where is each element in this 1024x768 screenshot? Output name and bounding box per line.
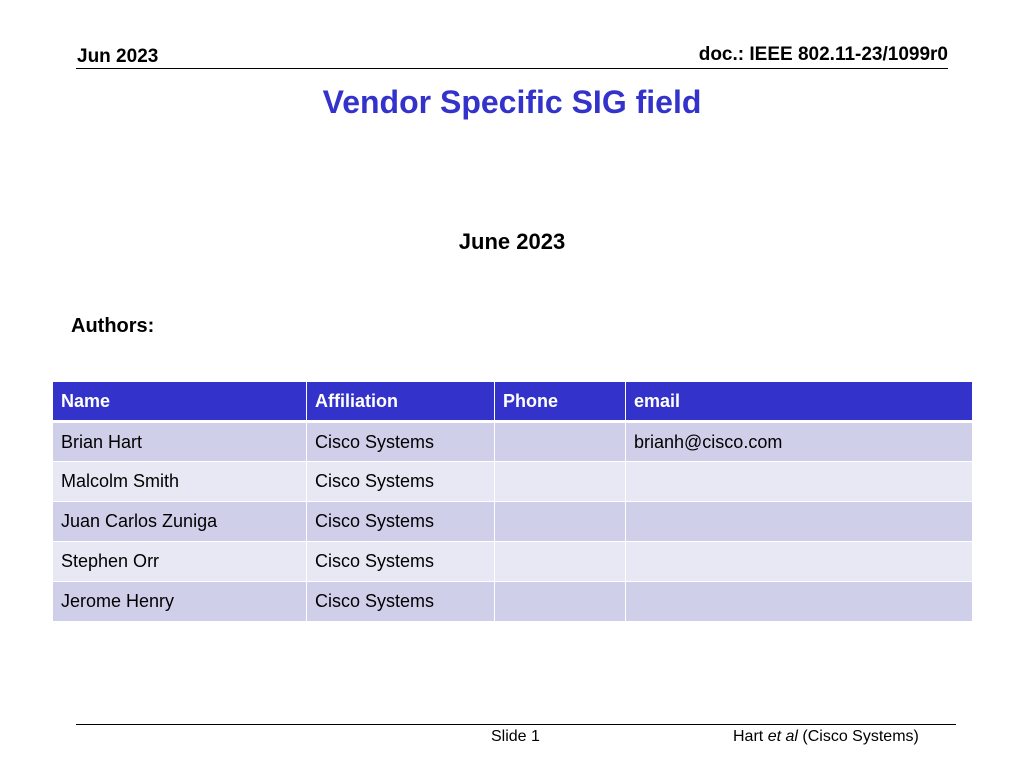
author-email-cell — [625, 501, 973, 542]
author-phone-cell — [494, 581, 626, 622]
header-divider — [76, 68, 948, 69]
footer-author-etal: et al — [767, 728, 798, 745]
table-row: Malcolm Smith Cisco Systems — [52, 461, 973, 502]
author-name-cell: Brian Hart — [52, 421, 307, 462]
column-header-phone: Phone — [494, 381, 626, 423]
author-email-cell: brianh@cisco.com — [625, 421, 973, 462]
author-affiliation-cell: Cisco Systems — [306, 501, 495, 542]
footer-author: Hart et al (Cisco Systems) — [733, 728, 919, 746]
authors-heading: Authors: — [71, 315, 155, 337]
author-name-cell: Stephen Orr — [52, 541, 307, 582]
author-email-cell — [625, 461, 973, 502]
header-doc-number: doc.: IEEE 802.11-23/1099r0 — [698, 44, 948, 65]
author-phone-cell — [494, 501, 626, 542]
table-row: Brian Hart Cisco Systems brianh@cisco.co… — [52, 421, 973, 462]
author-affiliation-cell: Cisco Systems — [306, 461, 495, 502]
table-row: Juan Carlos Zuniga Cisco Systems — [52, 501, 973, 542]
column-header-affiliation: Affiliation — [306, 381, 495, 423]
column-header-email: email — [625, 381, 973, 423]
slide-title: Vendor Specific SIG field — [322, 84, 702, 120]
author-phone-cell — [494, 541, 626, 582]
authors-table: Name Affiliation Phone email Brian Hart … — [52, 381, 973, 622]
author-affiliation-cell: Cisco Systems — [306, 541, 495, 582]
table-row: Stephen Orr Cisco Systems — [52, 541, 973, 582]
author-affiliation-cell: Cisco Systems — [306, 581, 495, 622]
footer-author-org: (Cisco Systems) — [802, 728, 919, 745]
author-email-cell — [625, 541, 973, 582]
table-header-row: Name Affiliation Phone email — [52, 381, 973, 423]
table-row: Jerome Henry Cisco Systems — [52, 581, 973, 622]
author-phone-cell — [494, 461, 626, 502]
author-name-cell: Juan Carlos Zuniga — [52, 501, 307, 542]
slide-number: Slide 1 — [491, 728, 540, 745]
footer-author-name: Hart — [733, 728, 764, 745]
footer-divider — [76, 724, 956, 725]
author-name-cell: Malcolm Smith — [52, 461, 307, 502]
author-phone-cell — [494, 421, 626, 462]
slide-date: June 2023 — [458, 229, 566, 254]
author-affiliation-cell: Cisco Systems — [306, 421, 495, 462]
column-header-name: Name — [52, 381, 307, 423]
header-date: Jun 2023 — [77, 46, 159, 67]
author-email-cell — [625, 581, 973, 622]
author-name-cell: Jerome Henry — [52, 581, 307, 622]
